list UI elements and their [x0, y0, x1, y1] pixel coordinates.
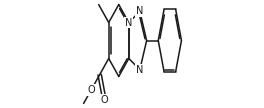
Text: O: O: [87, 85, 95, 95]
Text: N: N: [136, 6, 144, 16]
Text: N: N: [125, 17, 133, 28]
Text: N: N: [136, 65, 144, 75]
Text: O: O: [101, 95, 108, 105]
